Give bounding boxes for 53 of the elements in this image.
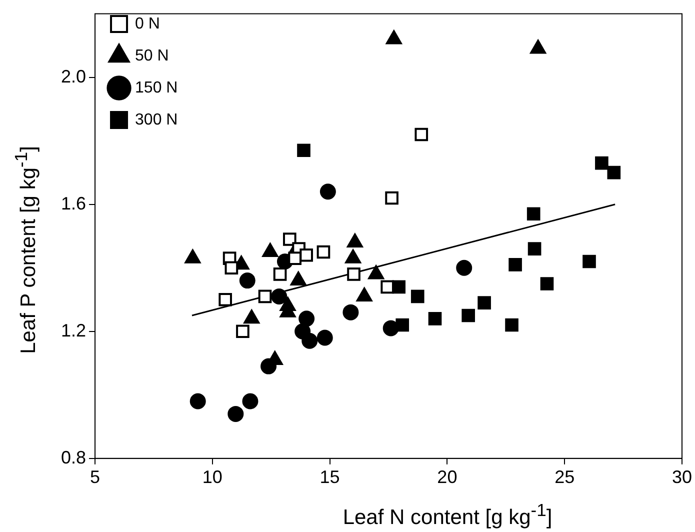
point (271, 288, 288, 304)
point (478, 296, 491, 310)
point (224, 261, 238, 275)
point (283, 232, 296, 246)
x-tick-label: 15 (320, 467, 340, 488)
point (382, 320, 399, 336)
x-tick-label: 20 (437, 467, 458, 488)
y-tick-label: 1.6 (60, 193, 86, 214)
point (595, 156, 608, 170)
legend-label: 50 N (135, 47, 169, 64)
point (258, 290, 272, 304)
x-tick-label: 30 (672, 467, 692, 488)
point (273, 268, 287, 281)
point (288, 252, 302, 265)
point (540, 277, 554, 290)
point (297, 144, 310, 158)
point (380, 280, 394, 294)
point (342, 304, 359, 320)
point (528, 242, 542, 256)
point (508, 258, 522, 272)
y-tick-label: 0.8 (60, 447, 86, 468)
point (526, 207, 540, 221)
x-tick-label: 25 (554, 467, 575, 488)
point (410, 290, 424, 304)
point (300, 248, 313, 262)
point (190, 393, 206, 410)
legend-label: 300 N (135, 111, 178, 128)
y-tick-label: 1.2 (60, 320, 86, 340)
point (462, 308, 475, 322)
point (320, 184, 336, 200)
point (239, 272, 256, 289)
point (385, 191, 398, 205)
point (607, 166, 621, 180)
point (347, 268, 360, 281)
x-tick-label: 10 (202, 467, 222, 488)
point (302, 332, 318, 349)
point (456, 260, 472, 276)
point (428, 312, 442, 326)
legend-label: 0 N (135, 15, 160, 32)
point (316, 245, 330, 259)
point (582, 254, 596, 268)
y-tick-label: 2.0 (60, 66, 86, 86)
point (414, 128, 428, 142)
point (505, 318, 518, 332)
point (228, 406, 244, 422)
x-tick-label: 5 (90, 467, 100, 488)
point (316, 330, 333, 346)
x-axis-title: Leaf N content [g kg$^{-1}$] (342, 500, 554, 530)
point (218, 292, 232, 306)
point (298, 310, 315, 327)
legend-label: 150 N (135, 79, 178, 96)
point (242, 393, 258, 410)
point (236, 324, 250, 338)
